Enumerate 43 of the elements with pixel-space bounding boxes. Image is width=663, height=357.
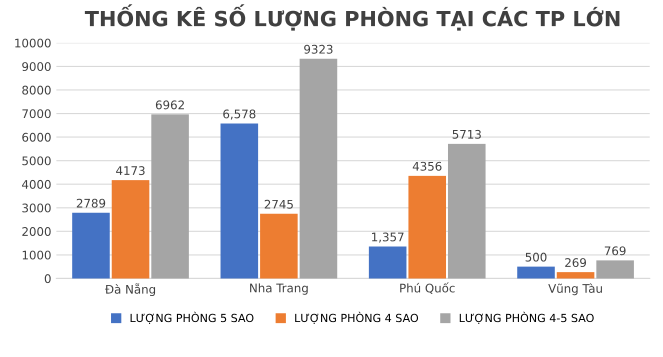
bar [556,272,594,278]
data-label: 6962 [156,100,184,110]
data-label: 2745 [264,200,293,209]
bar [112,180,150,278]
legend-label: LƯỢNG PHÒNG 5 SAO [130,312,254,324]
legend-label: LƯỢNG PHÒNG 4-5 SAO [460,312,594,324]
bar [368,246,406,278]
data-label: 769 [604,246,626,256]
bar [72,212,110,278]
y-tick-label: 1000 [22,250,51,260]
y-tick-label: 10000 [15,38,51,48]
data-label: 6,578 [223,109,256,120]
bar [517,266,555,278]
y-tick-label: 9000 [22,62,51,72]
bar [220,123,258,278]
data-label: 5713 [452,130,481,139]
data-label: 2789 [76,198,106,208]
data-label: 4173 [116,166,145,176]
bar [596,260,634,278]
data-label: 1,357 [372,232,404,243]
legend-label: LƯỢNG PHÒNG 4 SAO [295,312,418,324]
x-tick-label: Đà Nẵng [104,283,156,296]
x-tick-label: Phú Quốc [400,282,455,294]
y-tick-label: 3000 [22,203,51,212]
y-tick-label: 6000 [22,132,51,142]
y-tick-label: 2000 [22,227,51,236]
y-tick-label: 0 [44,274,51,284]
y-tick-label: 5000 [22,156,51,166]
y-tick-label: 7000 [22,109,51,118]
bar [448,144,486,278]
y-tick-label: 8000 [22,86,51,95]
data-label: 4356 [412,162,442,171]
x-tick-label: Vũng Tàu [548,283,602,296]
chart-title: THỐNG KÊ SỐ LƯỢNG PHÒNG TẠI CÁC TP LỚN [84,4,620,31]
bar [151,114,189,278]
bar [260,214,298,278]
x-tick-label: Nha Trang [250,283,308,295]
data-label: 9323 [304,44,333,54]
bar [300,58,338,278]
bar [408,176,446,278]
data-label: 500 [526,252,546,262]
data-label: 269 [565,258,586,268]
y-tick-label: 4000 [22,180,51,189]
